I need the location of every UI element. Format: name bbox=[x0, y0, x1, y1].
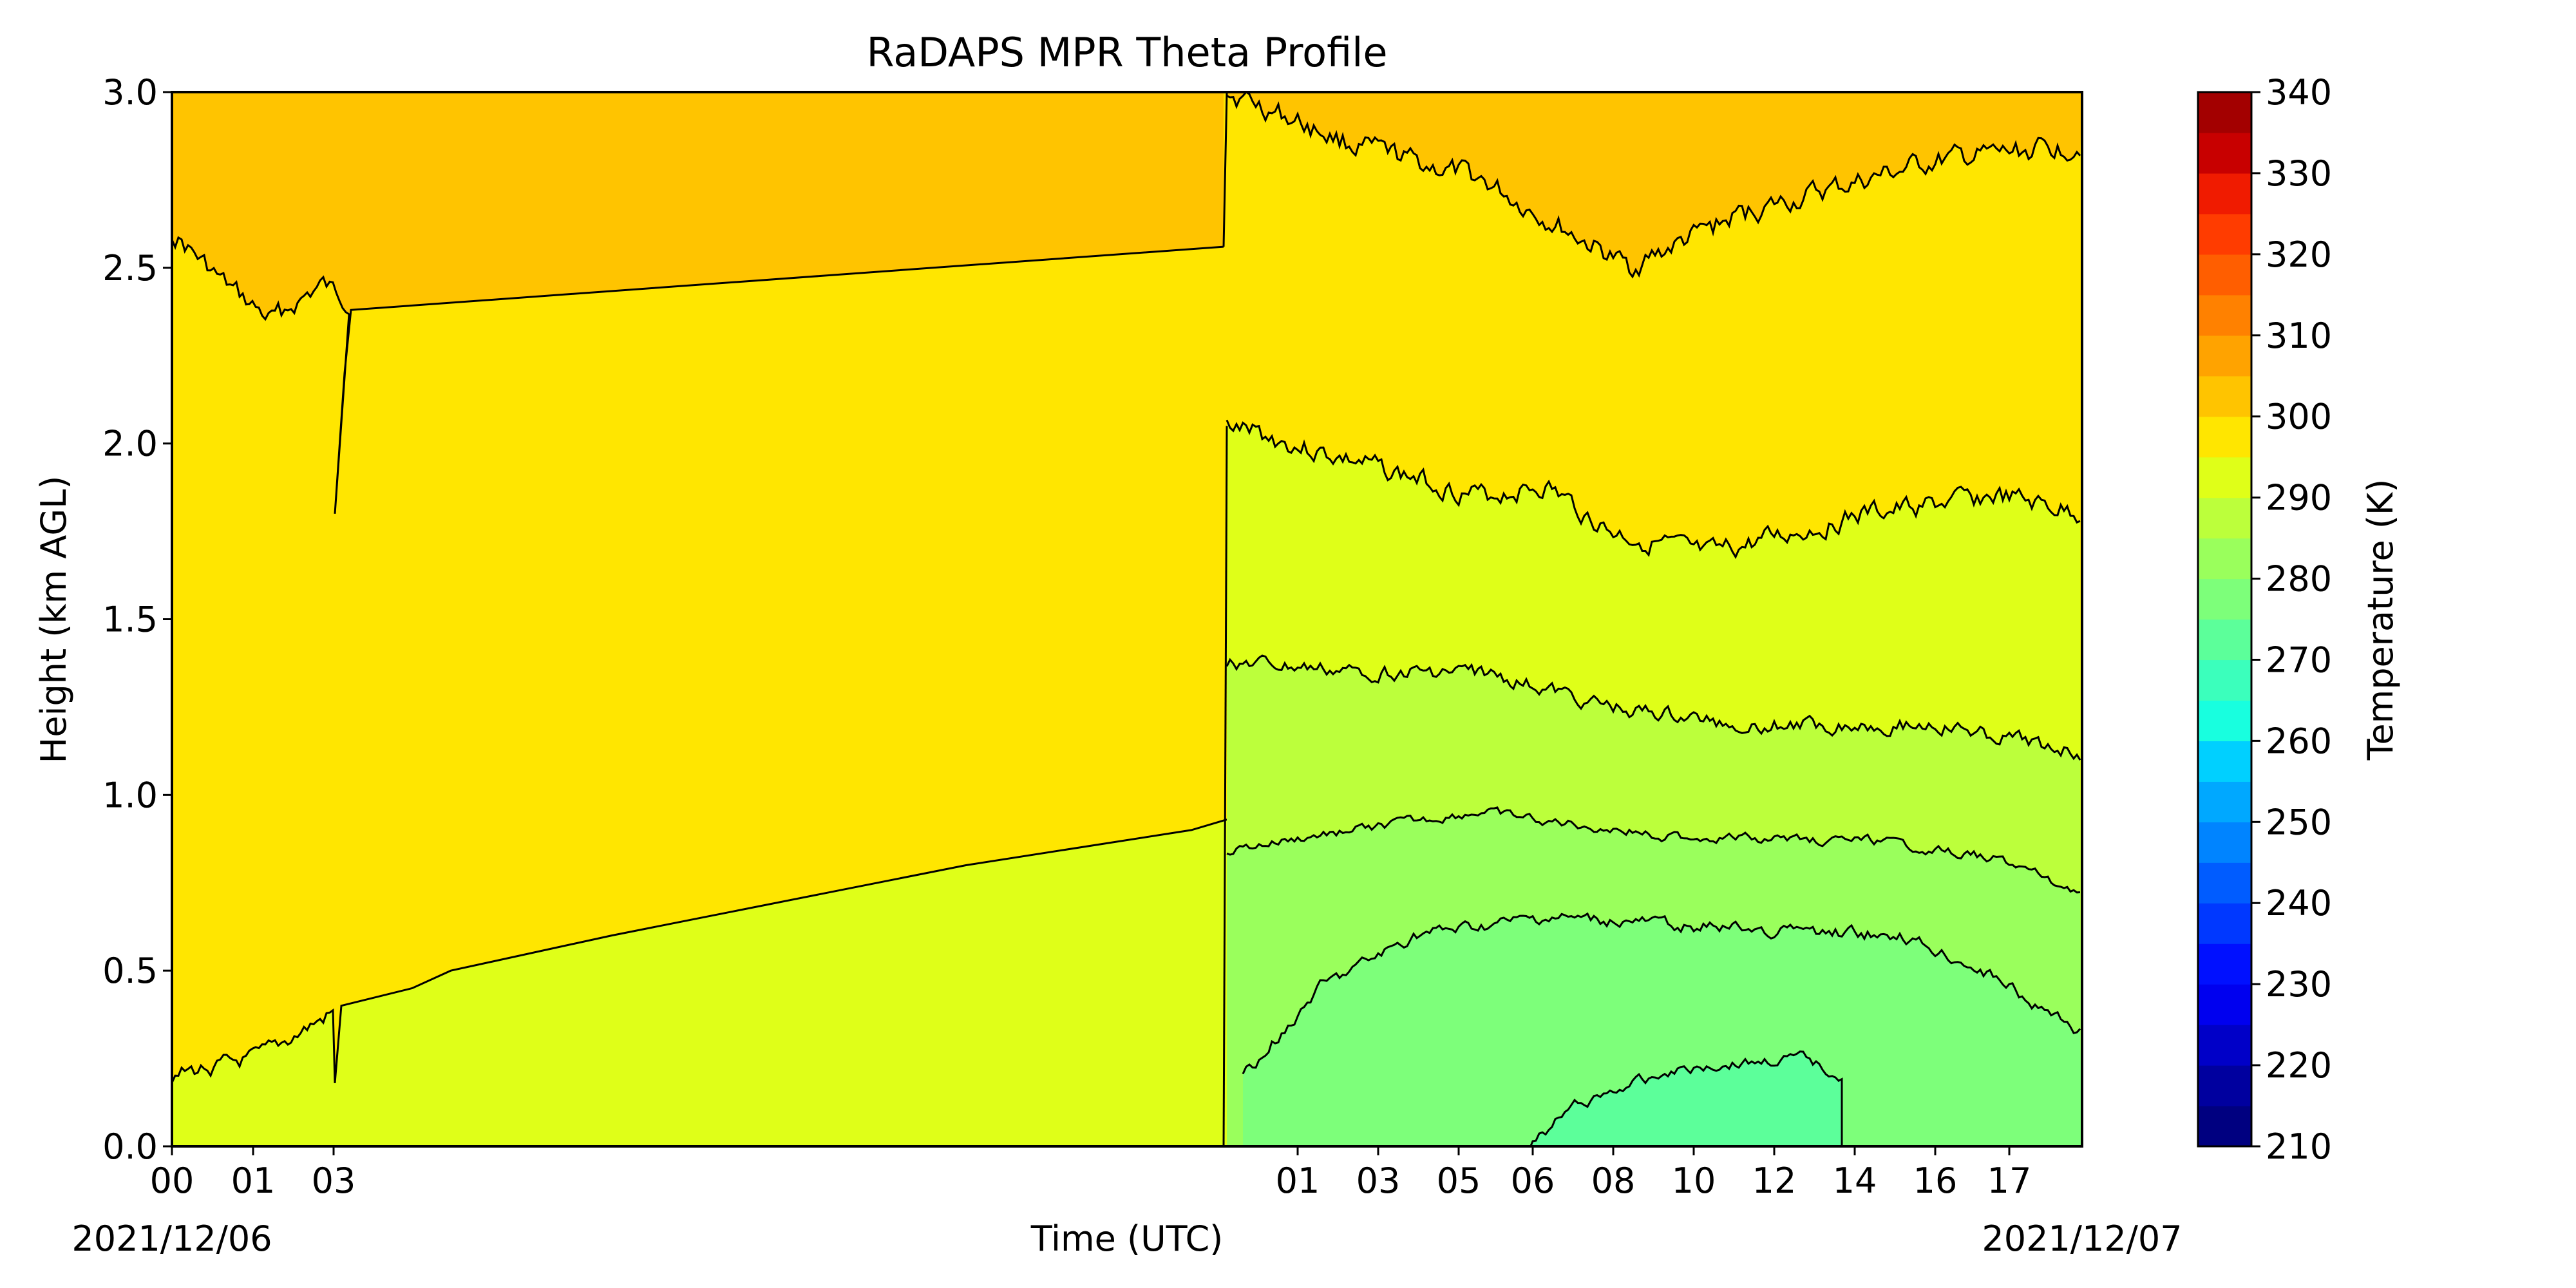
colorbar-tick-label: 210 bbox=[2266, 1126, 2332, 1167]
x-tick-label: 03 bbox=[1356, 1160, 1401, 1201]
theta-band-270-275 bbox=[1525, 1050, 1843, 1146]
colorbar-segment bbox=[2198, 497, 2251, 539]
colorbar-segment bbox=[2198, 538, 2251, 580]
colorbar-segment bbox=[2198, 92, 2251, 133]
colorbar-segment bbox=[2198, 294, 2251, 336]
x-tick-label: 05 bbox=[1437, 1160, 1481, 1201]
colorbar-segment bbox=[2198, 132, 2251, 174]
colorbar-tick-label: 260 bbox=[2266, 721, 2332, 761]
y-tick-label: 2.0 bbox=[102, 424, 158, 464]
x-axis: 00 01 03 01 03 05 06 08 10 12 14 16 17 bbox=[150, 1146, 2032, 1201]
y-tick-label: 0.5 bbox=[102, 951, 158, 991]
theta-band-275-280 bbox=[1243, 913, 2082, 1146]
colorbar-segment bbox=[2198, 700, 2251, 741]
colorbar-tick-label: 220 bbox=[2266, 1045, 2332, 1086]
colorbar-segment bbox=[2198, 741, 2251, 782]
colorbar-tick-label: 300 bbox=[2266, 397, 2332, 437]
colorbar-segment bbox=[2198, 173, 2251, 214]
colorbar-tick-label: 340 bbox=[2266, 72, 2332, 113]
colorbar-segment bbox=[2198, 903, 2251, 944]
colorbar-tick-label: 250 bbox=[2266, 802, 2332, 842]
colorbar: 210 220 230 240 250 260 270 280 290 300 310 320 330 3… bbox=[2197, 72, 2332, 1167]
colorbar-segment bbox=[2198, 578, 2251, 620]
start-date-label: 2021/12/06 bbox=[71, 1218, 272, 1259]
colorbar-segment bbox=[2198, 1025, 2251, 1066]
colorbar-tick-label: 320 bbox=[2266, 234, 2332, 275]
colorbar-tick-label: 240 bbox=[2266, 883, 2332, 923]
x-tick-label: 10 bbox=[1672, 1160, 1716, 1201]
colorbar-tick-label: 230 bbox=[2266, 964, 2332, 1005]
colorbar-tick-label: 270 bbox=[2266, 639, 2332, 680]
x-tick-label: 03 bbox=[312, 1160, 356, 1201]
contour-line-right-1 bbox=[1226, 654, 2081, 761]
colorbar-segment bbox=[2198, 375, 2251, 417]
x-tick-label: 17 bbox=[1987, 1160, 2032, 1201]
colorbar-tick-label: 310 bbox=[2266, 316, 2332, 356]
theta-band-300-305-left bbox=[172, 92, 1224, 514]
colorbar-label: Temperature (K) bbox=[2360, 479, 2401, 761]
x-tick-label: 00 bbox=[150, 1160, 194, 1201]
chart-title: RaDAPS MPR Theta Profile bbox=[867, 29, 1388, 76]
contour-line-right-0 bbox=[1226, 419, 2081, 560]
contour-300-left bbox=[172, 236, 1224, 514]
y-axis: 0.0 0.5 1.0 1.5 2.0 2.5 3.0 bbox=[102, 72, 172, 1167]
y-tick-label: 1.0 bbox=[102, 775, 158, 815]
y-tick-label: 1.5 bbox=[102, 600, 158, 640]
theta-band-290-295-left bbox=[172, 819, 1227, 1146]
contour-295-left bbox=[172, 819, 1227, 1083]
contour-jump bbox=[1222, 426, 1228, 1146]
theta-band-300-305-right bbox=[1227, 92, 2082, 277]
colorbar-segment bbox=[2198, 659, 2251, 701]
colorbar-segment bbox=[2198, 416, 2251, 458]
x-tick-label: 12 bbox=[1752, 1160, 1797, 1201]
colorbar-segment bbox=[2198, 822, 2251, 863]
colorbar-segment bbox=[2198, 1106, 2251, 1147]
colorbar-segment bbox=[2198, 619, 2251, 661]
colorbar-segment bbox=[2198, 213, 2251, 255]
y-tick-label: 2.5 bbox=[102, 248, 158, 289]
colorbar-segment bbox=[2198, 862, 2251, 904]
colorbar-segment bbox=[2198, 943, 2251, 985]
colorbar-tick-label: 330 bbox=[2266, 153, 2332, 194]
x-tick-label: 01 bbox=[1276, 1160, 1320, 1201]
x-tick-label: 08 bbox=[1591, 1160, 1636, 1201]
colorbar-segment bbox=[2198, 1065, 2251, 1106]
y-tick-label: 0.0 bbox=[102, 1126, 158, 1167]
plot-area bbox=[172, 92, 2082, 1146]
contour-line-right-3 bbox=[1242, 912, 2081, 1075]
colorbar-frame bbox=[2197, 91, 2253, 1148]
x-tick-label: 06 bbox=[1511, 1160, 1555, 1201]
y-axis-label: Height (km AGL) bbox=[33, 476, 74, 764]
colorbar-tick-label: 280 bbox=[2266, 559, 2332, 600]
colorbar-segment bbox=[2198, 457, 2251, 498]
end-date-label: 2021/12/07 bbox=[1982, 1218, 2182, 1259]
x-tick-label: 01 bbox=[231, 1160, 276, 1201]
contour-300-right bbox=[1222, 92, 2081, 279]
colorbar-segment bbox=[2198, 254, 2251, 296]
colorbar-segment bbox=[2198, 781, 2251, 822]
x-tick-label: 14 bbox=[1833, 1160, 1877, 1201]
colorbar-segment bbox=[2198, 335, 2251, 377]
colorbar-tick-label: 290 bbox=[2266, 478, 2332, 518]
y-tick-label: 3.0 bbox=[102, 72, 158, 113]
colorbar-segment bbox=[2198, 984, 2251, 1025]
x-axis-label: Time (UTC) bbox=[1030, 1218, 1224, 1259]
x-tick-label: 16 bbox=[1913, 1160, 1958, 1201]
contour-line-right-2 bbox=[1226, 806, 2081, 894]
